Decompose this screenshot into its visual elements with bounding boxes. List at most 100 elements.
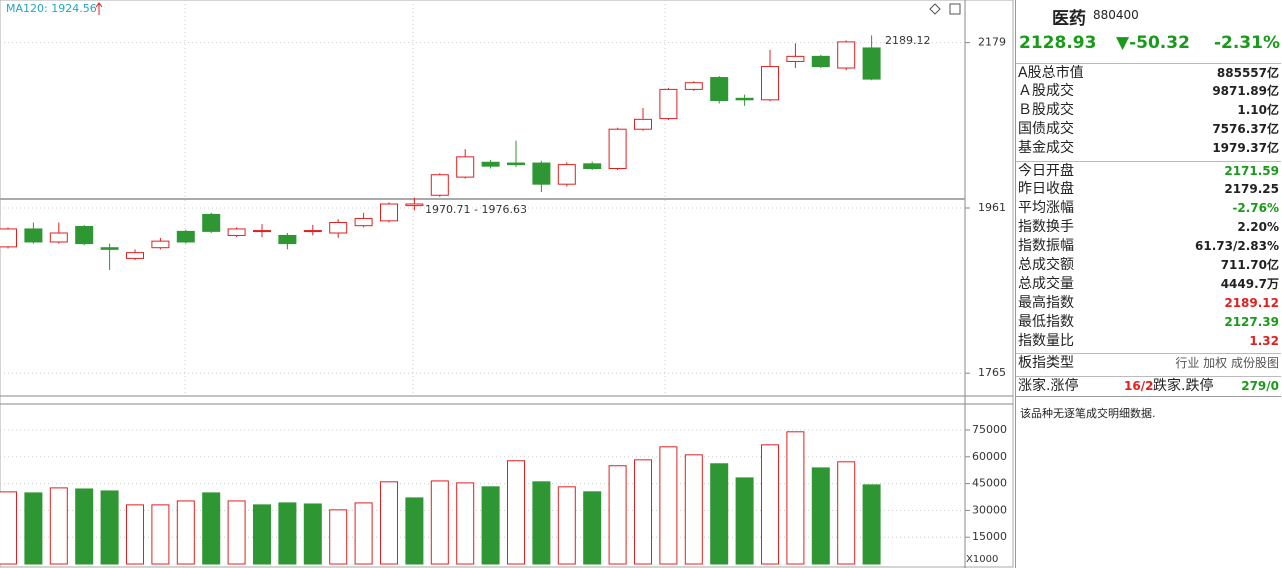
row-label: 总成交量 — [1018, 276, 1074, 292]
candle-body — [253, 230, 271, 233]
candle-body — [100, 247, 119, 250]
y-tick-label: 1765 — [978, 366, 1006, 379]
row-label: 平均涨幅 — [1018, 200, 1074, 216]
y-tick-label: 75000 — [972, 423, 1007, 436]
price: 2128.93 — [1019, 33, 1097, 53]
quote-row: 最低指数 2127.39 — [1016, 313, 1281, 332]
candle-body — [151, 240, 170, 249]
quote-row: 平均涨幅 -2.76% — [1016, 199, 1281, 218]
volume-bar — [837, 461, 856, 565]
volume-bar — [532, 481, 551, 565]
candle-body — [532, 162, 551, 185]
row-value: -2.76% — [1232, 201, 1279, 215]
change-pct: -2.31% — [1213, 33, 1280, 53]
row-label: 指数量比 — [1018, 333, 1074, 349]
row-label: Ｂ股成交 — [1018, 102, 1074, 118]
chart: MA120: 1924.56 2189.12 1970.71 - 1976.63… — [0, 0, 1014, 568]
row-value: 2.20% — [1237, 220, 1279, 234]
candle-body — [557, 164, 576, 185]
row-label: 基金成交 — [1018, 140, 1074, 156]
quote-row: 最高指数 2189.12 — [1016, 294, 1281, 313]
box-icon — [949, 3, 961, 15]
row-value: 885557亿 — [1216, 66, 1279, 80]
quote-row: 昨日收盘 2179.25 — [1016, 180, 1281, 199]
candle-body — [837, 41, 856, 69]
volume-bar — [862, 484, 881, 565]
stock-code: 880400 — [1093, 8, 1139, 22]
candle-body — [227, 228, 246, 236]
y-tick-label: 2179 — [978, 36, 1006, 49]
row-value: 1.10亿 — [1237, 103, 1279, 117]
volume-bar — [786, 431, 805, 565]
volume-bar — [303, 503, 322, 565]
row-value: 1979.37亿 — [1212, 141, 1279, 155]
row-label: 总成交额 — [1018, 257, 1074, 273]
row-label: A股总市值 — [1018, 65, 1084, 81]
breadth-value: 279/0 — [1241, 379, 1279, 393]
volume-bar — [761, 444, 779, 565]
candle-body — [202, 213, 221, 232]
row-label: 指数换手 — [1018, 219, 1074, 235]
row-value: 行业 加权 成份股图 — [1175, 356, 1279, 370]
candle-body — [659, 88, 678, 120]
volume-bar — [253, 504, 271, 565]
candle-body — [481, 161, 500, 167]
candle-body — [380, 203, 398, 222]
quote-row: 总成交量 4449.7万 — [1016, 275, 1281, 294]
volume-bar — [557, 486, 576, 565]
volume-bar — [354, 502, 373, 565]
breadth-label: 跌家.跌停 — [1153, 378, 1214, 394]
y-tick-label: 15000 — [972, 530, 1007, 543]
candle-body — [761, 66, 779, 101]
volume-bar — [659, 446, 678, 565]
candle-body — [176, 230, 195, 243]
row-label: 昨日收盘 — [1018, 181, 1074, 197]
candle-body — [303, 230, 322, 233]
frame — [0, 0, 1014, 568]
row-value: 9871.89亿 — [1212, 84, 1279, 98]
quote-row: 国债成交 7576.37亿 — [1016, 120, 1281, 139]
change: ▼-50.32 — [1116, 33, 1190, 53]
quote-row: 指数量比 1.32 — [1016, 332, 1281, 351]
volume-bar — [405, 497, 424, 565]
volume-bar — [608, 465, 627, 565]
row-value: 2179.25 — [1224, 182, 1279, 196]
candle-body — [684, 82, 703, 90]
candle-body — [354, 217, 373, 227]
row-value: 1.32 — [1249, 334, 1279, 348]
volume-bar — [634, 459, 652, 565]
row-label: 今日开盘 — [1018, 163, 1074, 179]
candle-body — [862, 47, 881, 80]
volume-bar — [151, 504, 170, 565]
candle-body — [49, 232, 68, 243]
volume-bar — [811, 467, 830, 565]
volume-bar — [227, 500, 246, 565]
stock-name: 医药 — [1052, 9, 1086, 29]
quote-row: 板指类型 行业 加权 成份股图 — [1016, 353, 1281, 373]
row-label: 最低指数 — [1018, 314, 1074, 330]
volume-bar — [583, 491, 602, 565]
candle-body — [634, 118, 652, 130]
volume-bar — [100, 490, 119, 565]
volume-bar — [329, 509, 348, 565]
volume-bar — [710, 463, 729, 565]
volume-bar — [481, 486, 500, 565]
candle-body — [0, 228, 17, 248]
candle-body — [710, 77, 729, 102]
row-value: 7576.37亿 — [1212, 122, 1279, 136]
quote-panel: 医药 880400 2128.93 ▼-50.32 -2.31% A股总市值 88… — [1015, 0, 1282, 568]
volume-bar — [202, 492, 221, 565]
breadth-row: 涨家.涨停 16/2 跌家.跌停 279/0 — [1016, 376, 1281, 397]
candle-body — [405, 203, 424, 207]
row-value: 2171.59 — [1224, 164, 1279, 178]
diamond-icon — [929, 3, 941, 15]
candle-body — [75, 226, 94, 245]
volume-bar — [75, 488, 94, 565]
volume-bar — [49, 487, 68, 565]
quote-row: 今日开盘 2171.59 — [1016, 161, 1281, 181]
candle-body — [126, 252, 144, 259]
candle-body — [583, 163, 602, 170]
high-annotation: 2189.12 — [885, 34, 931, 47]
row-label: 最高指数 — [1018, 295, 1074, 311]
row-label: 国债成交 — [1018, 121, 1074, 137]
